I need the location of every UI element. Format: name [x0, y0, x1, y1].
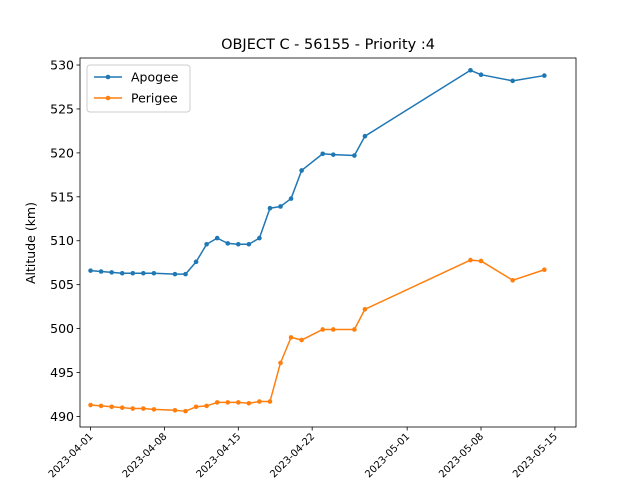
apogee-point: [352, 153, 357, 158]
perigee-point: [330, 327, 336, 332]
apogee-point: [141, 270, 146, 276]
perigee-point: [119, 405, 125, 410]
apogee-point: [288, 196, 294, 201]
axes: 490 495 500 505 510 515 520 525 530 2023-04-01 202…: [47, 57, 577, 480]
apogee-point: [278, 204, 283, 209]
legend-perigee-marker: [105, 95, 111, 101]
legend-apogee-label: Apogee: [131, 70, 179, 85]
chart-title: OBJECT C - 56155 - Priority :4: [221, 37, 435, 53]
apogee-point: [151, 270, 157, 276]
apogee-point: [478, 72, 484, 77]
perigee-point: [320, 327, 326, 332]
apogee-point: [204, 241, 209, 247]
apogee-point: [172, 271, 178, 277]
perigee-point: [172, 408, 178, 413]
perigee-point: [141, 406, 146, 411]
perigee-point: [193, 404, 199, 410]
perigee-point: [267, 399, 273, 404]
apogee-point: [235, 241, 241, 247]
apogee-point: [299, 168, 304, 173]
y-tick-label: 505: [50, 277, 74, 292]
apogee-point: [88, 268, 93, 273]
perigee-point: [109, 404, 114, 410]
apogee-point: [510, 78, 515, 84]
apogee-point: [119, 270, 125, 276]
apogee-point: [214, 235, 220, 241]
perigee-point: [183, 408, 188, 414]
apogee-point: [98, 269, 104, 274]
perigee-point: [352, 327, 357, 332]
x-tick-label: 2023-05-08: [437, 431, 486, 480]
legend: Apogee Perigee: [86, 64, 191, 113]
y-tick-label: 530: [50, 58, 74, 73]
y-tick-label: 520: [50, 145, 74, 160]
x-tick-label: 2023-04-15: [195, 431, 244, 480]
perigee-point: [235, 400, 241, 405]
y-tick-label: 490: [50, 409, 74, 424]
perigee-point: [225, 400, 231, 405]
y-tick-label: 495: [50, 365, 74, 380]
x-tick-label: 2023-05-01: [363, 431, 412, 480]
perigee-point: [257, 399, 262, 404]
apogee-point: [320, 151, 326, 157]
perigee-point: [468, 257, 473, 263]
perigee-point: [214, 400, 220, 405]
apogee-point: [193, 259, 199, 265]
perigee-point: [246, 400, 252, 406]
legend-perigee-label: Perigee: [131, 91, 178, 106]
perigee-point: [362, 306, 368, 312]
apogee-point: [362, 133, 368, 139]
y-tick-label: 525: [50, 101, 74, 116]
perigee-point: [299, 337, 304, 343]
perigee-point: [98, 403, 104, 409]
x-tick-label: 2023-04-08: [121, 431, 170, 480]
apogee-point: [225, 241, 231, 246]
x-tick-label: 2023-05-15: [511, 431, 560, 480]
perigee-point: [151, 407, 157, 412]
y-tick-label: 515: [50, 189, 74, 204]
y-tick-label: 500: [50, 321, 74, 336]
perigee-point: [204, 403, 209, 409]
legend-apogee-marker: [105, 74, 111, 80]
perigee-point: [278, 360, 283, 366]
apogee-point: [330, 152, 336, 157]
perigee-point: [130, 406, 136, 411]
apogee-point: [130, 270, 136, 276]
apogee-point: [109, 270, 114, 275]
perigee-point: [88, 402, 93, 408]
apogee-point: [183, 271, 188, 277]
y-tick-label: 510: [50, 233, 74, 248]
apogee-point: [542, 73, 547, 78]
y-axis-label: Altitude (km): [23, 202, 38, 284]
perigee-line: [90, 259, 545, 412]
x-tick-label: 2023-04-01: [47, 431, 96, 480]
apogee-point: [246, 241, 252, 247]
perigee-point: [542, 267, 547, 273]
axes-frame: [79, 57, 577, 428]
apogee-point: [257, 235, 262, 241]
perigee-point: [288, 335, 294, 340]
apogee-point: [468, 68, 473, 73]
perigee-point: [510, 277, 515, 283]
plot-area: [88, 68, 547, 414]
apogee-line: [90, 69, 545, 275]
apogee-point: [267, 205, 273, 211]
perigee-point: [478, 258, 484, 264]
x-tick-label: 2023-04-22: [268, 431, 317, 480]
